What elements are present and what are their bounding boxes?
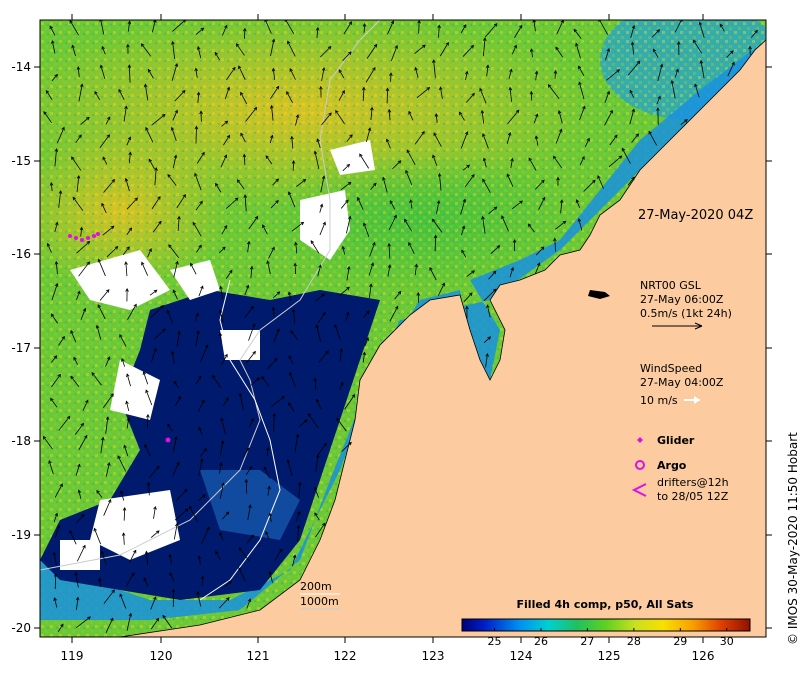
lon-tick-label: 119 [61,649,84,663]
current-vector [435,235,436,251]
colorbar-gradient [462,619,750,631]
isobath-1000-label: 1000m [300,595,339,608]
argo-legend-label: Argo [657,459,687,472]
lon-tick-label: 120 [150,649,173,663]
lon-tick-label: 122 [334,649,357,663]
colorbar-tick-label: 26 [534,635,548,648]
isobath-200-label: 200m [300,580,332,593]
current-legend-time: 27-May 06:00Z [640,293,724,306]
current-vector [419,21,420,34]
colorbar-tick-label: 29 [673,635,687,648]
lat-tick-label: -20 [11,621,31,635]
colorbar-tick-label: 25 [488,635,502,648]
colorbar-tick-label: 27 [580,635,594,648]
drifters-legend-line1: drifters@12h [657,476,729,489]
wind-legend-time: 27-May 04:00Z [640,376,724,389]
lat-tick-label: -17 [11,341,31,355]
current-vector [124,508,125,521]
current-legend-scale: 0.5m/s (1kt 24h) [640,307,732,320]
lon-tick-label: 124 [510,649,533,663]
colorbar-tick-label: 28 [627,635,641,648]
lat-tick-label: -16 [11,247,31,261]
wind-legend-scale: 10 m/s [640,394,678,407]
lat-tick-label: -19 [11,528,31,542]
colorbar-title: Filled 4h comp, p50, All Sats [517,598,694,611]
lat-tick-label: -14 [11,60,31,74]
lon-tick-label: 123 [422,649,445,663]
lon-tick-label: 126 [692,649,715,663]
lat-tick-label: -15 [11,154,31,168]
colorbar-tick-label: 30 [720,635,734,648]
imos-credit: © IMOS 30-May-2020 11:50 Hobart [786,432,800,645]
wind-legend-title: WindSpeed [640,362,702,375]
current-legend-title: NRT00 GSL [640,279,702,292]
current-vector [196,126,197,143]
drifters-legend-line2: to 28/05 12Z [657,490,729,503]
glider-legend-label: Glider [657,434,695,447]
lon-tick-label: 121 [247,649,270,663]
glider-marker [166,438,171,443]
timestamp-label: 27-May-2020 04Z [638,208,753,223]
lon-tick-label: 125 [598,649,621,663]
lat-tick-label: -18 [11,434,31,448]
